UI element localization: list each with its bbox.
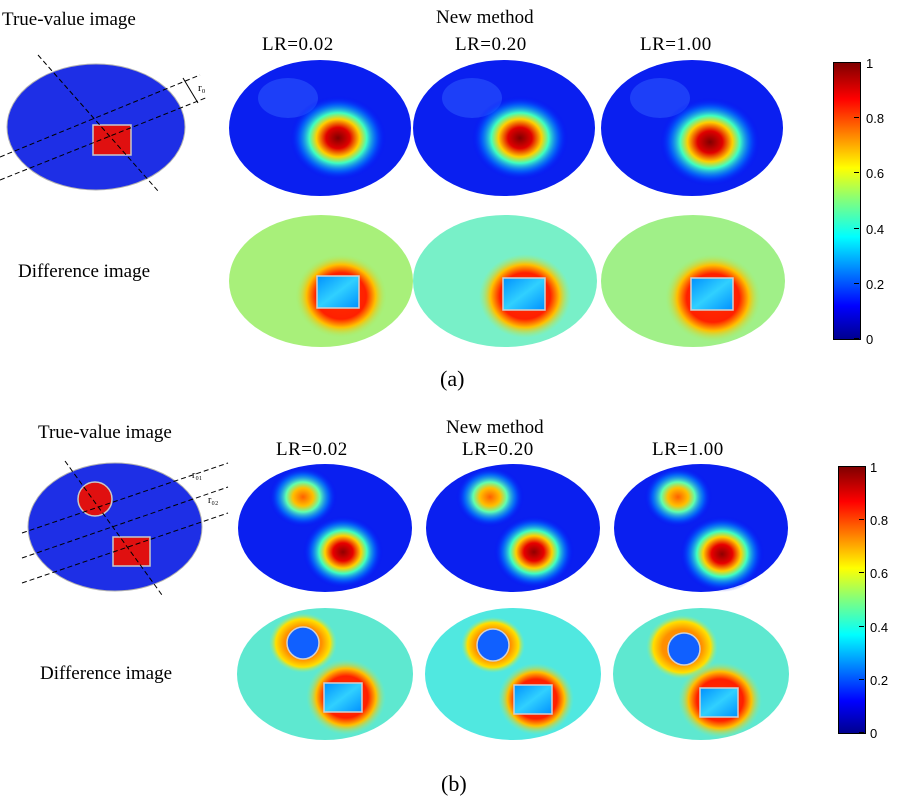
reconstruction-a-lr-0.20 — [413, 60, 595, 196]
true-value-image-a: r₀ — [0, 54, 209, 192]
radius-label-b-1: r₀₁ — [192, 470, 202, 481]
reconstruction-a-lr-0.02 — [229, 60, 411, 196]
method-label-a: New method — [436, 7, 534, 28]
colorbar-a-tick-0: 0 — [866, 332, 874, 347]
caption-a: (a) — [440, 366, 465, 391]
difference-label-b: Difference image — [40, 663, 173, 684]
colorbar-a-tick-0.2: 0.2 — [866, 277, 885, 292]
true-value-label-b: True-value image — [38, 422, 172, 443]
colorbar-b-tick-0.4: 0.4 — [870, 620, 889, 635]
difference-image-b-lr-0.02 — [237, 608, 413, 740]
caption-b: (b) — [441, 771, 467, 796]
reconstruction-a-lr-1.00 — [601, 60, 783, 196]
colorbar-a — [833, 62, 861, 340]
lr-label-a-2: LR=0.20 — [455, 34, 527, 55]
true-value-image-b: r₀₁ r₀₂ — [21, 460, 229, 596]
true-value-label-a: True-value image — [2, 9, 136, 30]
reconstruction-b-lr-0.02 — [238, 464, 412, 592]
method-label-b: New method — [446, 417, 544, 438]
lr-label-b-3: LR=1.00 — [652, 439, 724, 460]
colorbar-a-tick-0.6: 0.6 — [866, 166, 885, 181]
lr-label-b-1: LR=0.02 — [276, 439, 348, 460]
colorbar-a-tick-0.4: 0.4 — [866, 222, 885, 237]
colorbar-a-tick-0.8: 0.8 — [866, 111, 885, 126]
radius-label-b-2: r₀₂ — [208, 495, 218, 506]
colorbar-b-tick-0.2: 0.2 — [870, 673, 889, 688]
reconstruction-b-lr-0.20 — [426, 464, 600, 592]
colorbar-b-tick-1: 1 — [870, 460, 878, 475]
lr-label-a-1: LR=0.02 — [262, 34, 334, 55]
colorbar-b-tick-0: 0 — [870, 726, 878, 741]
lr-label-b-2: LR=0.20 — [462, 439, 534, 460]
colorbar-b-tick-0.8: 0.8 — [870, 513, 889, 528]
colorbar-a-tick-1: 1 — [866, 56, 874, 71]
colorbar-b-tick-0.6: 0.6 — [870, 566, 889, 581]
radius-label-a: r₀ — [198, 82, 206, 94]
colorbar-b — [838, 466, 866, 734]
difference-image-a-lr-1.00 — [601, 215, 785, 347]
difference-image-b-lr-1.00 — [613, 608, 789, 740]
difference-label-a: Difference image — [18, 261, 151, 282]
difference-image-b-lr-0.20 — [425, 608, 601, 740]
difference-image-a-lr-0.20 — [413, 215, 597, 347]
difference-image-a-lr-0.02 — [229, 215, 413, 347]
reconstruction-b-lr-1.00 — [614, 464, 788, 592]
lr-label-a-3: LR=1.00 — [640, 34, 712, 55]
